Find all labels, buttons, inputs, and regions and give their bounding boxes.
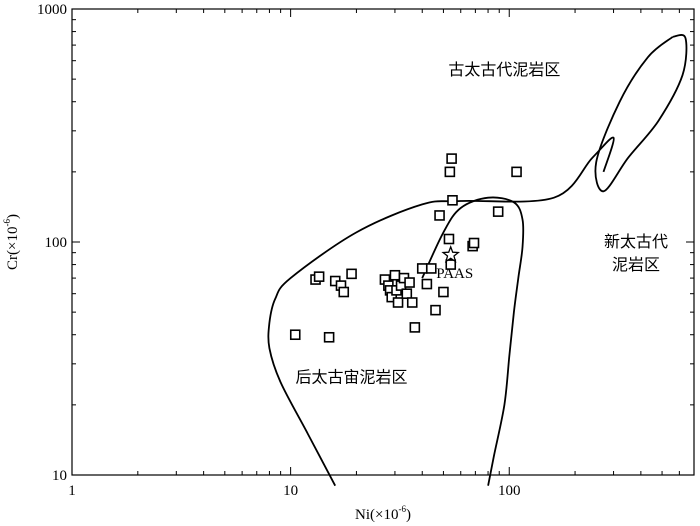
sample-point bbox=[338, 286, 350, 298]
sample-point bbox=[468, 237, 480, 249]
sample-point bbox=[416, 263, 428, 274]
sample-point bbox=[430, 304, 441, 316]
sample-point bbox=[446, 153, 457, 164]
x-axis-label-close: ) bbox=[406, 507, 411, 523]
y-axis-label-close: ) bbox=[5, 214, 21, 219]
paas-reference: PAAS bbox=[436, 245, 473, 282]
sample-point bbox=[447, 194, 458, 206]
x-tick-label-1: 10 bbox=[283, 483, 298, 499]
x-axis-label-exponent: -6 bbox=[398, 504, 406, 514]
sample-point bbox=[443, 233, 455, 245]
x-tick-label-0: 1 bbox=[68, 483, 76, 499]
sample-point bbox=[434, 210, 445, 221]
sample-point bbox=[346, 268, 357, 280]
x-axis-label: Ni(×10-6) bbox=[355, 504, 411, 523]
x-axis-label-base: Ni(×10 bbox=[355, 507, 398, 523]
sample-point bbox=[511, 166, 522, 178]
sample-point bbox=[389, 269, 401, 281]
sample-point bbox=[438, 286, 449, 298]
sample-point bbox=[444, 166, 456, 178]
region-outline-neoarchean bbox=[594, 34, 688, 193]
sample-point bbox=[392, 297, 404, 308]
sample-point bbox=[406, 297, 418, 308]
region-label-archean: 古太古代泥岩区 bbox=[448, 60, 560, 79]
paas-label: PAAS bbox=[436, 266, 473, 282]
y-tick-label-1: 100 bbox=[45, 235, 68, 251]
region-label-post-archean: 后太古宙泥岩区 bbox=[296, 367, 408, 386]
sample-point bbox=[313, 271, 325, 282]
region-outline-post-archean bbox=[421, 196, 525, 486]
x-tick-label-2: 100 bbox=[498, 483, 521, 499]
sample-point bbox=[409, 322, 421, 333]
plot-area-frame bbox=[71, 8, 695, 476]
y-axis-label-exponent: -6 bbox=[2, 219, 12, 227]
sample-point bbox=[323, 331, 335, 343]
region-outline-archean bbox=[267, 136, 615, 487]
y-axis-label: Cr(×10-6) bbox=[2, 214, 21, 270]
sample-markers bbox=[289, 153, 522, 343]
y-axis-label-base: Cr(×10 bbox=[5, 227, 21, 270]
paas-star-marker bbox=[441, 245, 461, 263]
sample-point bbox=[425, 263, 437, 274]
y-tick-label-2: 1000 bbox=[37, 2, 67, 18]
region-outlines bbox=[267, 34, 688, 487]
sample-point bbox=[445, 259, 457, 270]
sample-point bbox=[404, 277, 415, 288]
sample-point bbox=[421, 278, 433, 290]
sample-point bbox=[492, 206, 504, 217]
region-label-neoarchean-line2: 泥岩区 bbox=[612, 255, 660, 274]
sample-point bbox=[289, 329, 301, 341]
y-tick-label-0: 10 bbox=[52, 468, 67, 484]
region-label-neoarchean: 新太古代 bbox=[604, 232, 668, 251]
sample-point bbox=[401, 288, 413, 299]
